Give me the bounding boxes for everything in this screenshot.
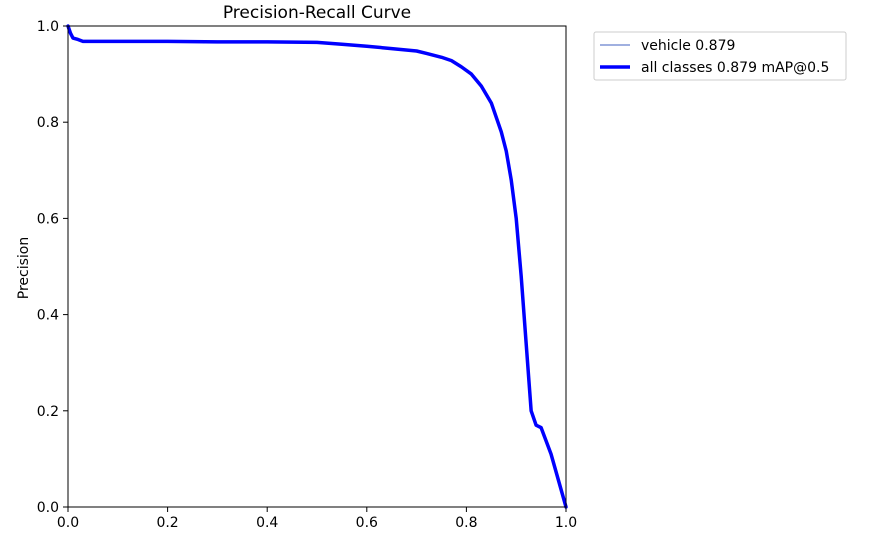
- series-line-all-classes: [66, 24, 568, 509]
- legend-label-vehicle: vehicle 0.879: [641, 38, 735, 54]
- legend-label-all-classes: all classes 0.879 mAP@0.5: [641, 60, 829, 76]
- x-tick-label: 1.0: [555, 515, 577, 531]
- legend: vehicle 0.879 all classes 0.879 mAP@0.5: [593, 31, 847, 81]
- y-tick-label: 0.8: [37, 115, 59, 131]
- y-tick-label: 0.2: [37, 404, 59, 420]
- plot-area-frame: [67, 25, 567, 508]
- y-tick-label: 0.6: [37, 211, 59, 227]
- y-tick-label: 1.0: [37, 19, 59, 35]
- x-tick-label: 0.4: [256, 515, 278, 531]
- x-tick-label: 0.2: [156, 515, 178, 531]
- chart-title: Precision-Recall Curve: [223, 3, 411, 23]
- series-layer: [66, 24, 568, 509]
- x-tick-label: 0.8: [455, 515, 477, 531]
- ticks-layer: 0.0 0.2 0.4 0.6 0.8 1.0 0.0 0.2 0.4 0.6 0.8 1.0: [37, 19, 577, 531]
- x-tick-label: 0.0: [57, 515, 79, 531]
- y-tick-label: 0.0: [37, 500, 59, 516]
- series-line-vehicle: [67, 25, 567, 508]
- y-axis-label: Precision: [16, 237, 32, 299]
- x-tick-label: 0.6: [356, 515, 378, 531]
- legend-box: [593, 31, 847, 81]
- y-tick-label: 0.4: [37, 308, 59, 324]
